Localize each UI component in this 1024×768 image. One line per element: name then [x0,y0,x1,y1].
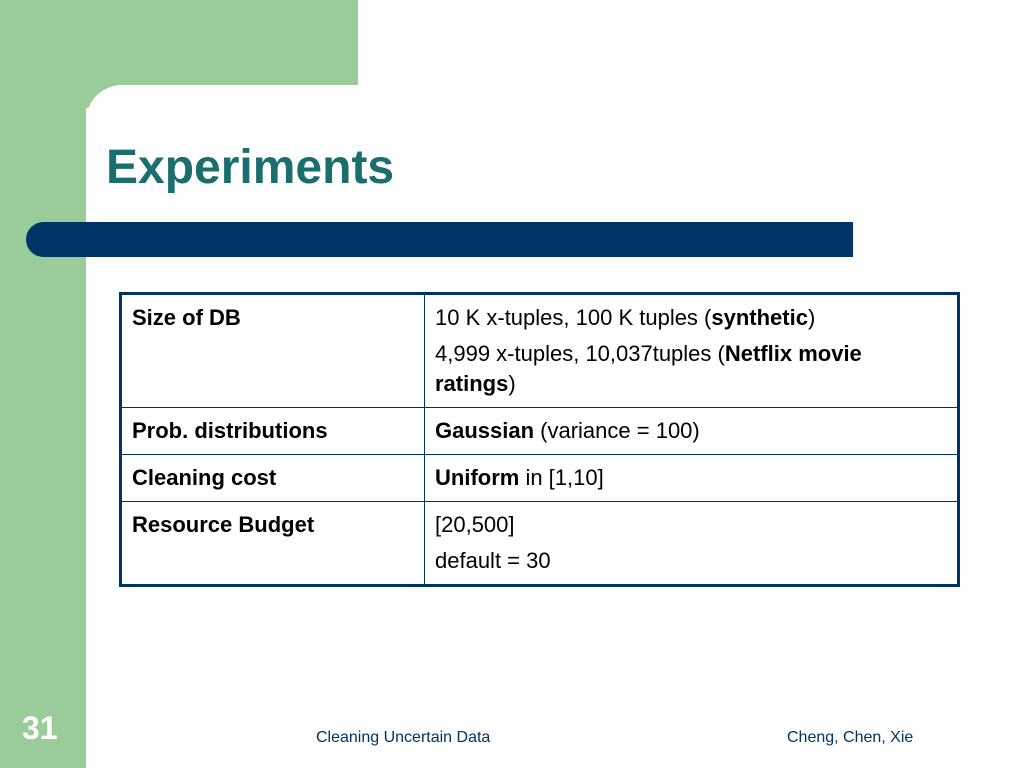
value-text: [20,500] [435,512,515,537]
value-line: default = 30 [435,546,947,576]
experiments-table: Size of DB 10 K x-tuples, 100 K tuples (s… [119,292,960,587]
value-line: 10 K x-tuples, 100 K tuples (synthetic) [435,303,947,333]
row-value: Gaussian (variance = 100) [424,407,959,455]
row-label: Cleaning cost [120,454,425,502]
table-row: Prob. distributions Gaussian (variance = … [120,407,959,455]
table-body: Size of DB 10 K x-tuples, 100 K tuples (s… [120,293,959,586]
value-line: 4,999 x-tuples, 10,037tuples (Netflix mo… [435,339,947,399]
row-label: Prob. distributions [120,407,425,455]
value-text: default = 30 [435,548,551,573]
value-text: in [1,10] [519,465,604,490]
slide-number: 31 [22,710,58,746]
value-line: [20,500] [435,510,947,540]
value-text: 10 K x-tuples, 100 K tuples ( [435,305,712,330]
title-underline-bar [26,222,853,257]
value-text: ) [807,305,816,330]
row-value: 10 K x-tuples, 100 K tuples (synthetic) 4… [424,293,959,408]
row-value: [20,500] default = 30 [424,501,959,586]
value-line: Gaussian (variance = 100) [435,416,947,446]
slide-title: Experiments [106,141,395,194]
value-line: Uniform in [1,10] [435,463,947,493]
value-emphasis: Gaussian [435,418,535,443]
row-label: Size of DB [120,293,425,408]
value-emphasis: Uniform [435,465,520,490]
left-accent-band [0,0,86,768]
table-row: Resource Budget [20,500] default = 30 [120,501,959,586]
table-row: Cleaning cost Uniform in [1,10] [120,454,959,502]
value-emphasis: Netflix movie ratings [435,341,862,396]
footer-authors: Cheng, Chen, Xie [787,729,914,746]
row-label: Resource Budget [120,501,425,586]
experiments-table-container: Size of DB 10 K x-tuples, 100 K tuples (s… [119,292,960,587]
footer-title: Cleaning Uncertain Data [316,729,491,746]
value-text: (variance = 100) [534,418,700,443]
value-emphasis: synthetic [711,305,808,330]
value-text: 4,999 x-tuples, 10,037tuples ( [435,341,725,366]
value-text: ) [508,371,516,396]
table-row: Size of DB 10 K x-tuples, 100 K tuples (s… [120,293,959,408]
row-value: Uniform in [1,10] [424,454,959,502]
